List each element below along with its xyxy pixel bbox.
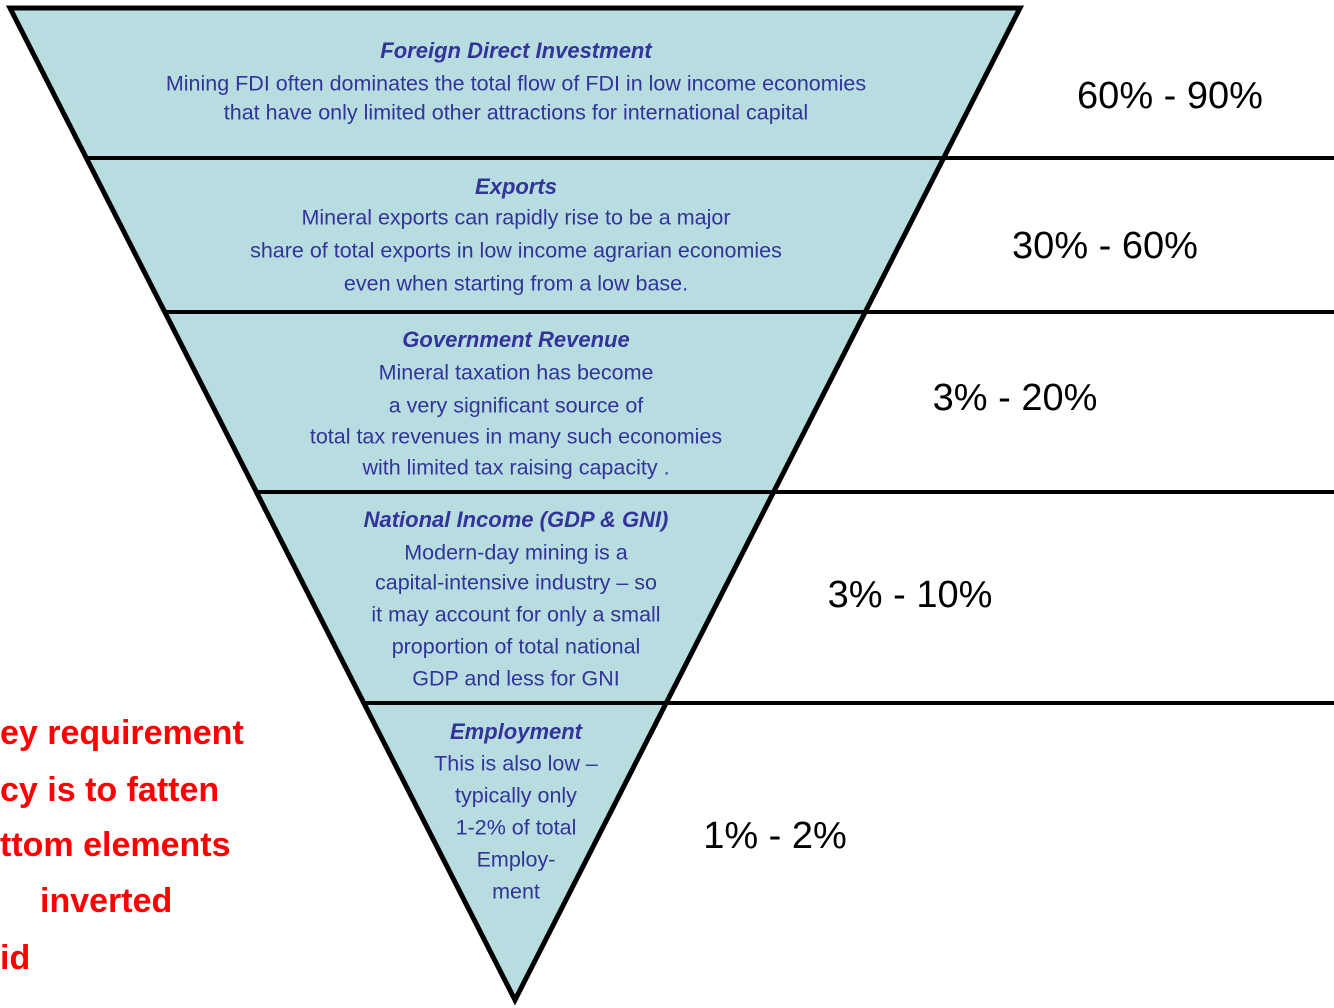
level-description: share of total exports in low income agr… bbox=[250, 239, 782, 263]
level-title: Government Revenue bbox=[402, 327, 629, 352]
level-title: Employment bbox=[450, 719, 584, 744]
level-description: even when starting from a low base. bbox=[344, 272, 688, 296]
level-range: 30% - 60% bbox=[1012, 225, 1198, 267]
level-range: 3% - 10% bbox=[828, 574, 993, 616]
level-description: Employ- bbox=[477, 848, 556, 872]
level-description: typically only bbox=[455, 784, 577, 808]
level-description: proportion of total national bbox=[392, 635, 641, 659]
note-line: cy is to fatten bbox=[0, 771, 219, 809]
level-description: Mining FDI often dominates the total flo… bbox=[166, 72, 866, 96]
level-title: Exports bbox=[475, 174, 557, 199]
level-description: This is also low – bbox=[434, 752, 598, 776]
level-range: 60% - 90% bbox=[1077, 75, 1263, 117]
level-title: National Income (GDP & GNI) bbox=[364, 507, 669, 532]
level-title: Foreign Direct Investment bbox=[380, 38, 653, 63]
dividers bbox=[86, 156, 1334, 705]
inverted-pyramid bbox=[5, 5, 1025, 1006]
level-description: Mineral exports can rapidly rise to be a… bbox=[302, 206, 731, 230]
level-description: 1-2% of total bbox=[456, 816, 577, 840]
level-description: it may account for only a small bbox=[371, 603, 660, 627]
level-description: ment bbox=[492, 880, 540, 904]
level-description: with limited tax raising capacity . bbox=[361, 456, 669, 480]
texts: Foreign Direct Investment Mining FDI ofte… bbox=[0, 38, 1263, 977]
note-line: ttom elements bbox=[0, 826, 231, 864]
level-description: Mineral taxation has become bbox=[379, 361, 654, 385]
level-range: 3% - 20% bbox=[933, 377, 1098, 419]
note-line: ey requirement bbox=[0, 714, 244, 752]
level-description: a very significant source of bbox=[389, 394, 644, 418]
level-description: capital-intensive industry – so bbox=[375, 571, 657, 595]
note-line: id bbox=[0, 939, 30, 977]
level-range: 1% - 2% bbox=[703, 815, 847, 857]
level-description: Modern-day mining is a bbox=[404, 541, 628, 565]
level-description: that have only limited other attractions… bbox=[224, 101, 808, 125]
level-description: GDP and less for GNI bbox=[412, 667, 620, 691]
note-line: inverted bbox=[40, 882, 172, 920]
level-description: total tax revenues in many such economie… bbox=[310, 425, 722, 449]
